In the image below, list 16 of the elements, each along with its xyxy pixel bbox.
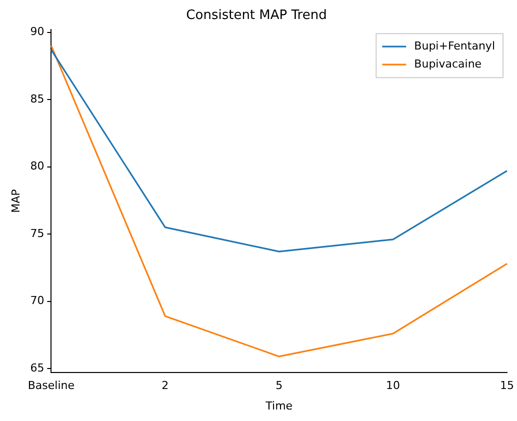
x-axis-title: Time [264, 399, 293, 412]
legend-label: Bupivacaine [414, 57, 482, 70]
x-tick-label: 10 [386, 379, 400, 392]
y-tick-label: 85 [30, 92, 44, 106]
y-tick-label: 70 [30, 294, 44, 308]
y-tick-label: 90 [30, 25, 44, 38]
y-tick-label: 80 [30, 160, 44, 173]
x-tick-label: Baseline [28, 379, 75, 392]
y-tick-label: 75 [30, 226, 44, 240]
y-tick-label: 65 [30, 361, 44, 374]
chart-title: Consistent MAP Trend [186, 8, 327, 24]
x-tick-label: 2 [162, 379, 169, 392]
y-axis-title: MAP [9, 188, 22, 213]
legend-label: Bupi+Fentanyl [414, 39, 496, 52]
x-tick-label: 15 [500, 379, 514, 392]
x-tick-label: 5 [276, 379, 283, 392]
